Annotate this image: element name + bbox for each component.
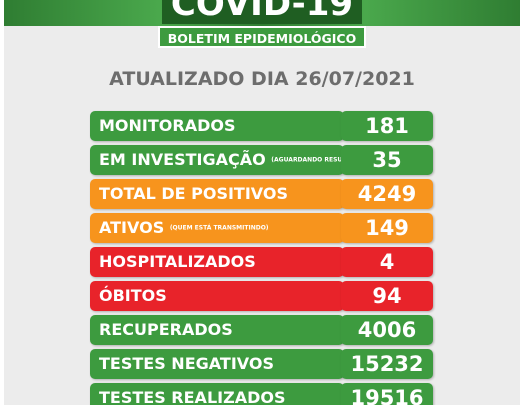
row-label-box: RECUPERADOS	[90, 315, 344, 345]
row-value: 19516	[341, 383, 433, 405]
row-label: MONITORADOS	[99, 116, 236, 135]
row-label: TESTES REALIZADOS	[99, 388, 286, 405]
row-value: 4249	[341, 179, 433, 209]
row-label: TESTES NEGATIVOS	[99, 354, 274, 373]
row-label-box: ÓBITOS	[90, 281, 344, 311]
row-label: TOTAL DE POSITIVOS	[99, 184, 289, 203]
updated-date: ATUALIZADO DIA 26/07/2021	[109, 68, 415, 90]
row-value: 35	[341, 145, 433, 175]
row-note: (AGUARDANDO RESULTADO)	[271, 156, 367, 164]
row-label-box: MONITORADOS	[90, 111, 344, 141]
row-label: HOSPITALIZADOS	[99, 252, 256, 271]
row-value: 181	[341, 111, 433, 141]
row-value: 4	[341, 247, 433, 277]
canvas: COVID-19 BOLETIM EPIDEMIOLÓGICO ATUALIZA…	[4, 0, 520, 405]
row-note: (QUEM ESTÁ TRANSMITINDO)	[169, 224, 269, 232]
row-value: 149	[341, 213, 433, 243]
row-value: 94	[341, 281, 433, 311]
row-label: RECUPERADOS	[99, 320, 233, 339]
row-label-box: EM INVESTIGAÇÃO (AGUARDANDO RESULTADO)	[90, 145, 366, 175]
row-label: EM INVESTIGAÇÃO	[99, 150, 266, 169]
row-label: ATIVOS	[99, 218, 165, 237]
row-label-box: TOTAL DE POSITIVOS	[90, 179, 344, 209]
row-label: ÓBITOS	[99, 286, 167, 305]
header-subtitle: BOLETIM EPIDEMIOLÓGICO	[158, 26, 366, 48]
row-value: 4006	[341, 315, 433, 345]
row-label-box: TESTES NEGATIVOS	[90, 349, 344, 379]
row-label-box: HOSPITALIZADOS	[90, 247, 344, 277]
row-label-box: TESTES REALIZADOS	[90, 383, 344, 405]
row-label-box: ATIVOS (QUEM ESTÁ TRANSMITINDO)	[90, 213, 344, 243]
row-value: 15232	[341, 349, 433, 379]
header-title: COVID-19	[162, 0, 362, 24]
